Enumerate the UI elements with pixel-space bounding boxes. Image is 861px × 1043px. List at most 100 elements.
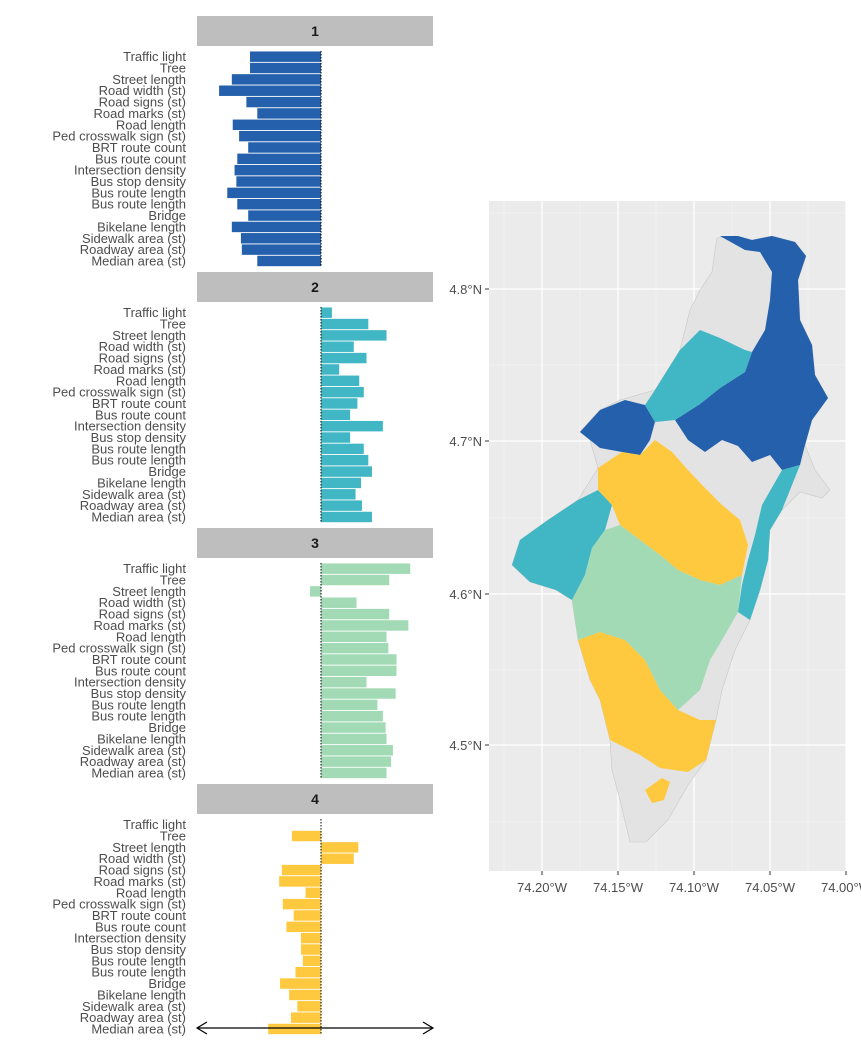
bar bbox=[321, 386, 364, 398]
bar bbox=[321, 489, 356, 500]
bar bbox=[321, 341, 354, 352]
bar bbox=[321, 711, 383, 722]
category-label: Bus route length bbox=[91, 185, 186, 200]
bar bbox=[237, 199, 321, 210]
facet-strip bbox=[197, 16, 433, 46]
map-region-cluster-2-east bbox=[738, 465, 800, 620]
bar bbox=[234, 164, 321, 176]
bar bbox=[281, 864, 321, 876]
bar bbox=[321, 722, 386, 733]
bar bbox=[321, 318, 369, 330]
category-label: Roadway area (st) bbox=[80, 498, 186, 513]
bar bbox=[321, 842, 359, 853]
category-label: Road marks (st) bbox=[94, 618, 186, 633]
bar bbox=[293, 910, 321, 921]
category-label: Tree bbox=[160, 61, 186, 76]
bar bbox=[321, 853, 354, 864]
bar bbox=[297, 1001, 321, 1012]
category-label: Road width (st) bbox=[99, 83, 186, 98]
bar bbox=[257, 108, 321, 119]
bar bbox=[321, 466, 372, 477]
facet-strip bbox=[197, 784, 433, 814]
map-region-cluster-2-west bbox=[512, 490, 612, 600]
category-label: Roadway area (st) bbox=[80, 242, 186, 257]
category-label: Intersection density bbox=[74, 675, 187, 690]
map-region-cluster-4-south bbox=[578, 632, 716, 772]
bar bbox=[321, 654, 397, 665]
category-label: Road marks (st) bbox=[94, 874, 186, 889]
category-label: Bikelane length bbox=[97, 219, 186, 234]
category-label: Street length bbox=[112, 328, 186, 343]
bar bbox=[268, 1023, 321, 1035]
bar bbox=[239, 130, 321, 142]
category-label: Bridge bbox=[148, 464, 186, 479]
bar bbox=[321, 574, 390, 586]
bar bbox=[300, 932, 321, 944]
category-label: Bridge bbox=[148, 208, 186, 223]
bar bbox=[321, 563, 411, 574]
category-label: Tree bbox=[160, 829, 186, 844]
category-label: Ped crosswalk sign (st) bbox=[52, 129, 186, 144]
category-label: Road marks (st) bbox=[94, 362, 186, 377]
bar bbox=[305, 887, 321, 898]
bar bbox=[321, 500, 362, 511]
category-label: Bridge bbox=[148, 976, 186, 991]
category-label: Median area (st) bbox=[91, 509, 186, 524]
map-region-cluster-4-central bbox=[598, 440, 748, 585]
category-label: Bus stop density bbox=[91, 686, 187, 701]
category-label: Bus stop density bbox=[91, 430, 187, 445]
bar bbox=[321, 688, 396, 699]
category-label: Tree bbox=[160, 317, 186, 332]
bar bbox=[321, 398, 358, 409]
bar bbox=[321, 364, 340, 375]
bar bbox=[321, 733, 387, 745]
category-label: BRT route count bbox=[92, 652, 187, 667]
bar bbox=[237, 153, 321, 165]
category-label: Ped crosswalk sign (st) bbox=[52, 641, 186, 656]
category-label: Sidewalk area (st) bbox=[82, 487, 186, 502]
bar bbox=[321, 352, 367, 364]
category-label: Road width (st) bbox=[99, 851, 186, 866]
category-label: Tree bbox=[160, 573, 186, 588]
bar bbox=[227, 187, 321, 199]
map-region-cluster-1-north bbox=[675, 236, 828, 470]
bar bbox=[321, 330, 387, 341]
bar bbox=[321, 307, 332, 318]
x-tick-label: 74.20°W bbox=[517, 880, 568, 895]
category-label: Street length bbox=[112, 584, 186, 599]
bar bbox=[321, 608, 390, 620]
category-label: Sidewalk area (st) bbox=[82, 743, 186, 758]
x-tick-label: 74.10°W bbox=[669, 880, 720, 895]
category-label: Road width (st) bbox=[99, 595, 186, 610]
category-label: Bikelane length bbox=[97, 987, 186, 1002]
facet-strip-label: 4 bbox=[311, 791, 319, 807]
bar bbox=[321, 477, 362, 489]
category-label: Sidewalk area (st) bbox=[82, 231, 186, 246]
bar bbox=[321, 631, 387, 642]
bar bbox=[246, 96, 321, 108]
bar bbox=[231, 221, 321, 233]
map-y-tick-labels: 4.8°N 4.7°N 4.6°N 4.5°N bbox=[449, 282, 489, 753]
category-label: Traffic light bbox=[123, 305, 186, 320]
range-arrow bbox=[195, 1021, 435, 1035]
bar bbox=[250, 51, 321, 62]
facet-strip-label: 1 bbox=[311, 23, 319, 39]
bar bbox=[321, 511, 372, 523]
bar bbox=[321, 443, 364, 455]
bar bbox=[279, 876, 321, 887]
x-tick-label: 74.15°W bbox=[593, 880, 644, 895]
bar bbox=[321, 420, 383, 432]
bar bbox=[231, 74, 321, 85]
bar bbox=[295, 967, 321, 978]
category-label: Road signs (st) bbox=[99, 863, 186, 878]
category-label: Intersection density bbox=[74, 931, 187, 946]
category-label: Street length bbox=[112, 840, 186, 855]
category-label: Roadway area (st) bbox=[80, 1010, 186, 1025]
bar bbox=[286, 921, 321, 933]
bar bbox=[302, 955, 321, 967]
facet-strip-label: 2 bbox=[311, 279, 319, 295]
category-label: Road length bbox=[116, 117, 186, 132]
category-label: Street length bbox=[112, 72, 186, 87]
